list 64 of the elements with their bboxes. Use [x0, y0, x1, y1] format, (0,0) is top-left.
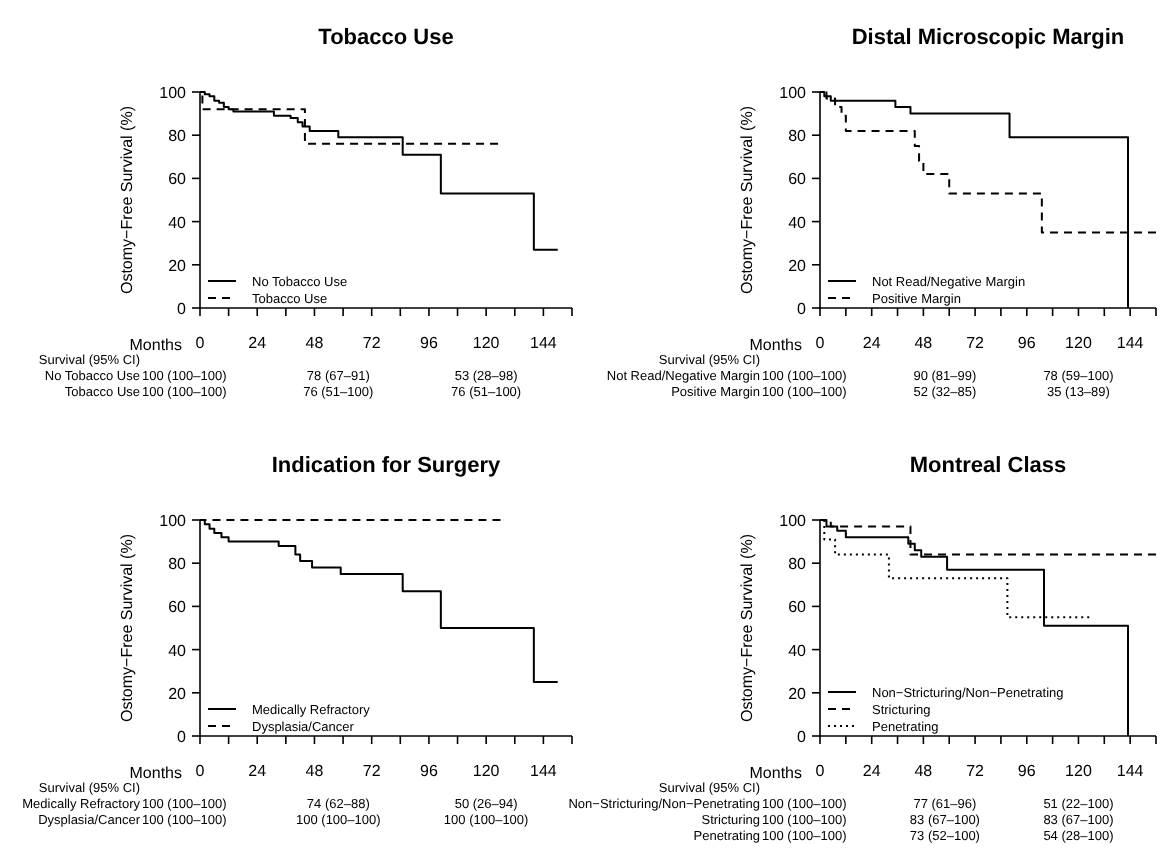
x-tick-label: 0 [195, 334, 206, 352]
y-axis-title: Ostomy−Free Survival (%) [118, 105, 136, 295]
x-tick-label: 24 [248, 334, 268, 352]
x-axis-title: Months [129, 336, 182, 354]
chart-title: Montreal Class [909, 454, 1067, 478]
x-tick-label: 120 [472, 762, 501, 780]
y-tick-label: 80 [788, 127, 808, 146]
y-tick-label: 100 [159, 512, 188, 530]
x-tick-label: 144 [530, 762, 558, 780]
y-tick-label: 100 [779, 84, 808, 102]
y-axis-title: Ostomy−Free Survival (%) [738, 533, 756, 723]
y-tick-label: 20 [788, 684, 808, 703]
y-tick-label: 80 [168, 555, 188, 574]
x-tick-label: 0 [195, 762, 206, 780]
y-tick-label: 80 [788, 555, 808, 574]
y-tick-label: 60 [168, 170, 188, 189]
x-tick-label: 96 [1017, 762, 1037, 780]
x-tick-label: 96 [420, 334, 439, 352]
y-tick-label: 0 [177, 300, 188, 318]
chart-title: Indication for Surgery [271, 454, 503, 478]
x-tick-label: 96 [420, 762, 439, 780]
x-tick-label: 120 [1065, 334, 1093, 352]
y-tick-label: 0 [797, 300, 808, 318]
x-tick-label: 72 [966, 334, 986, 352]
x-tick-label: 96 [1017, 334, 1037, 352]
y-axis-title: Ostomy−Free Survival (%) [738, 105, 756, 295]
x-tick-label: 72 [362, 762, 382, 780]
y-tick-label: 60 [788, 170, 808, 189]
y-tick-label: 20 [788, 256, 808, 275]
x-tick-label: 48 [305, 762, 325, 780]
x-axis-title: Months [129, 764, 182, 782]
x-tick-label: 24 [248, 762, 268, 780]
x-tick-label: 144 [1116, 762, 1145, 780]
y-tick-label: 60 [168, 598, 188, 617]
y-tick-label: 100 [779, 512, 808, 530]
y-tick-label: 0 [177, 728, 188, 746]
x-tick-label: 72 [362, 334, 382, 352]
y-tick-label: 100 [159, 84, 188, 102]
y-tick-label: 0 [797, 728, 808, 746]
x-tick-label: 120 [472, 334, 501, 352]
y-tick-label: 60 [788, 598, 808, 617]
chart-title: Tobacco Use [318, 26, 454, 50]
y-tick-label: 40 [168, 641, 188, 660]
x-tick-label: 48 [305, 334, 325, 352]
chart-title: Distal Microscopic Margin [851, 26, 1125, 50]
y-tick-label: 20 [168, 684, 188, 703]
y-axis-title: Ostomy−Free Survival (%) [118, 533, 136, 723]
x-tick-label: 48 [914, 334, 934, 352]
x-tick-label: 24 [862, 334, 882, 352]
x-tick-label: 72 [966, 762, 986, 780]
x-tick-label: 144 [1116, 334, 1145, 352]
x-axis-title: Months [749, 764, 802, 782]
x-tick-label: 0 [815, 762, 826, 780]
y-tick-label: 80 [168, 127, 188, 146]
x-tick-label: 24 [862, 762, 882, 780]
x-tick-label: 144 [530, 334, 558, 352]
x-tick-label: 0 [815, 334, 826, 352]
x-tick-label: 48 [914, 762, 934, 780]
x-tick-label: 120 [1065, 762, 1093, 780]
y-tick-label: 40 [788, 213, 808, 232]
y-tick-label: 20 [168, 256, 188, 275]
x-axis-title: Months [749, 336, 802, 354]
y-tick-label: 40 [788, 641, 808, 660]
y-tick-label: 40 [168, 213, 188, 232]
